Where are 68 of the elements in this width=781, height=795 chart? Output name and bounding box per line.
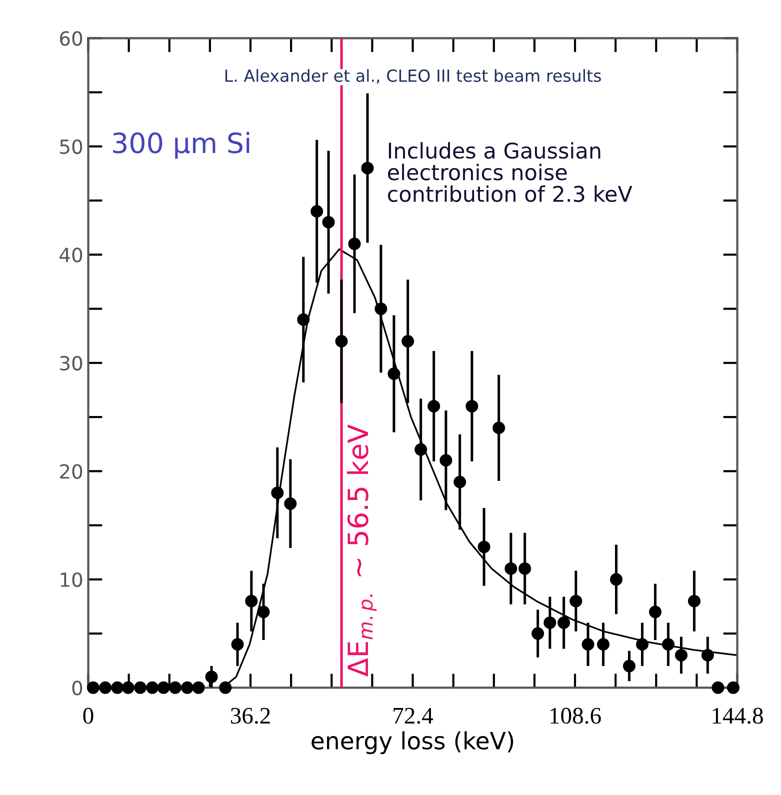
point [610, 573, 622, 586]
point [570, 594, 582, 608]
point [544, 616, 556, 629]
point [134, 681, 146, 694]
point [157, 681, 170, 694]
ref-line-label: ΔE$_{m.p.}$ ~ 56.5 keV [346, 424, 377, 677]
point [414, 443, 428, 456]
y-tick-label: 0 [72, 680, 82, 696]
point [361, 162, 374, 174]
y-tick-label: 40 [60, 248, 82, 262]
point [466, 400, 478, 412]
point [374, 302, 388, 316]
point [478, 540, 490, 554]
point [271, 486, 284, 500]
point [322, 216, 335, 228]
y-tick-label: 50 [60, 139, 82, 154]
point [622, 660, 636, 672]
point [388, 367, 400, 380]
point [440, 454, 452, 467]
point [428, 400, 440, 412]
annotation: Includes a Gaussian electronics noise contribution of 2.3 keV [388, 142, 632, 202]
point [492, 422, 506, 434]
point [245, 594, 258, 608]
point [297, 313, 310, 326]
y-tick-label: 60 [60, 31, 82, 46]
point [597, 638, 610, 651]
point [111, 681, 124, 694]
point [146, 681, 159, 694]
annotation: 300 μm Si [113, 132, 250, 159]
point [284, 497, 297, 510]
x-tick-label: 36.2 [230, 708, 270, 724]
point [205, 670, 218, 684]
point [99, 681, 112, 694]
x-tick-label: 108.6 [550, 708, 601, 724]
x-axis-title: energy loss (keV) [312, 731, 514, 754]
point [558, 616, 570, 629]
point [348, 238, 361, 250]
point [701, 648, 714, 662]
point [86, 681, 100, 694]
point [532, 627, 544, 640]
y-tick-label: 20 [60, 464, 82, 479]
point [192, 681, 205, 694]
y-tick-label: 10 [60, 572, 82, 588]
point [582, 638, 594, 651]
y-tick-label: 30 [60, 356, 82, 371]
point [504, 562, 518, 575]
x-tick-label: 0 [83, 708, 94, 724]
point [454, 476, 466, 488]
point [257, 606, 270, 618]
x-tick-label: 144.8 [712, 708, 763, 724]
point [181, 681, 194, 694]
point [636, 638, 648, 651]
point [648, 606, 662, 618]
point [310, 205, 324, 218]
point [674, 648, 688, 662]
point [335, 335, 348, 348]
point [168, 681, 182, 694]
point [219, 681, 232, 694]
point [122, 681, 134, 694]
point [726, 681, 740, 694]
point [402, 335, 414, 348]
x-tick-label: 72.4 [394, 708, 434, 724]
point [231, 638, 244, 651]
point [518, 562, 532, 575]
point [662, 638, 674, 651]
point [688, 594, 700, 608]
point [712, 681, 724, 694]
annotation: L. Alexander et al., CLEO III test beam results [225, 69, 601, 84]
